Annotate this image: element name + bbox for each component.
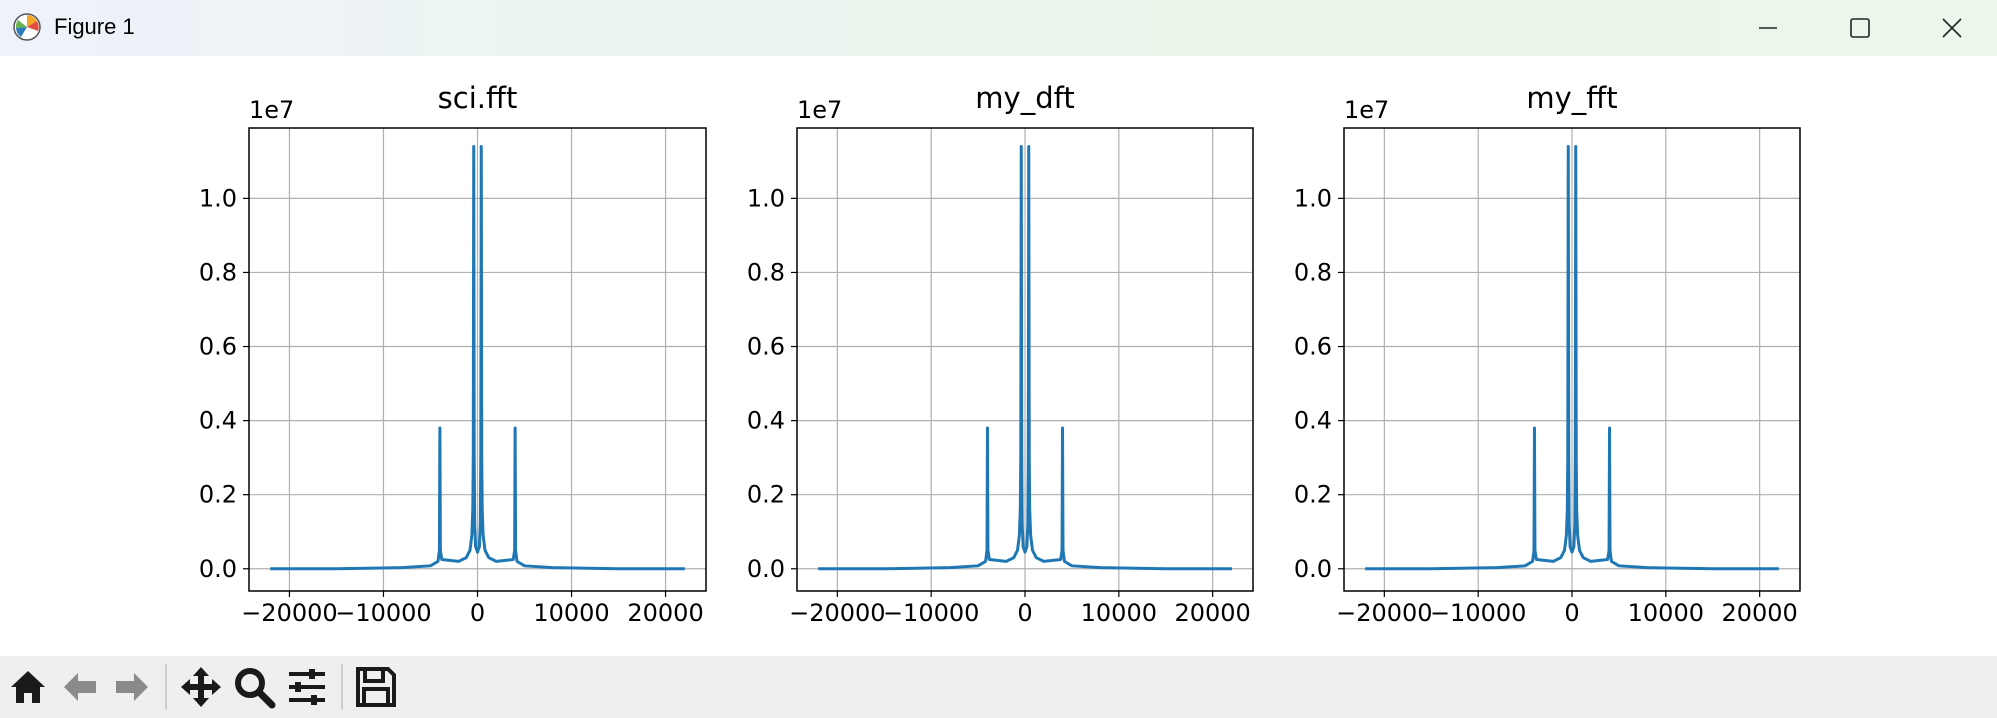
- axes-frame: [1343, 127, 1801, 592]
- pan-icon: [181, 667, 221, 707]
- y-tick-label: 1.0: [199, 184, 237, 212]
- y-tick-label: 0.8: [747, 258, 785, 286]
- x-tick-label: −10000: [1430, 599, 1526, 627]
- forward-arrow-icon: [116, 673, 148, 701]
- spectrum-line: [270, 145, 685, 571]
- subplot-title: my_dft: [975, 81, 1074, 115]
- y-tick-label: 0.0: [199, 555, 237, 583]
- spectrum-line: [818, 145, 1232, 571]
- y-tick-label: 0.8: [199, 258, 237, 286]
- x-tick-label: 20000: [627, 599, 703, 627]
- y-tick-label: 0.2: [747, 481, 785, 509]
- x-tick-label: −20000: [1336, 599, 1432, 627]
- y-tick-label: 0.8: [1294, 258, 1332, 286]
- configure-subplots-button[interactable]: [285, 664, 329, 710]
- x-tick-label: −20000: [241, 599, 337, 627]
- y-tick-label: 1.0: [747, 184, 785, 212]
- pan-button[interactable]: [179, 664, 223, 710]
- close-icon: [1942, 18, 1962, 38]
- plots-svg: −20000−10000 0 10000 200000.00.20.40.60.81.…: [199, 81, 1801, 627]
- x-tick-label: 0: [470, 599, 485, 627]
- minimize-icon: [1759, 27, 1777, 29]
- axes-frame: [248, 127, 707, 592]
- x-tick-label: −10000: [883, 599, 979, 627]
- axes-frame: [796, 127, 1254, 592]
- zoom-button[interactable]: [232, 664, 276, 710]
- y-tick-label: 0.6: [747, 333, 785, 361]
- x-tick-label: 10000: [533, 599, 609, 627]
- configure-subplots-icon: [289, 669, 325, 705]
- save-button[interactable]: [354, 664, 398, 710]
- toolbar-separator: [165, 664, 167, 710]
- maximize-icon: [1850, 18, 1870, 38]
- back-button[interactable]: [58, 664, 102, 710]
- y-tick-label: 0.0: [747, 555, 785, 583]
- zoom-icon: [235, 668, 276, 709]
- home-icon: [11, 671, 45, 703]
- y-tick-label: 0.2: [199, 481, 237, 509]
- close-button[interactable]: [1906, 0, 1997, 56]
- spectrum-line: [1365, 145, 1779, 571]
- x-tick-label: 20000: [1174, 599, 1250, 627]
- y-tick-label: 0.6: [1294, 333, 1332, 361]
- home-button[interactable]: [6, 664, 50, 710]
- y-offset-text: 1e7: [797, 96, 842, 124]
- x-tick-label: 10000: [1081, 599, 1157, 627]
- toolbar-separator: [341, 664, 343, 710]
- y-tick-label: 0.4: [199, 407, 237, 435]
- subplot-title: my_fft: [1526, 81, 1617, 115]
- navigation-toolbar: [0, 656, 1997, 718]
- title-bar: Figure 1: [0, 0, 1997, 56]
- y-tick-label: 0.6: [199, 333, 237, 361]
- x-tick-label: 10000: [1628, 599, 1704, 627]
- subplot-title: sci.fft: [438, 81, 518, 115]
- y-tick-label: 0.4: [747, 407, 785, 435]
- y-tick-label: 0.2: [1294, 481, 1332, 509]
- y-offset-text: 1e7: [1344, 96, 1389, 124]
- x-tick-label: −20000: [789, 599, 885, 627]
- x-tick-label: 0: [1017, 599, 1032, 627]
- minimize-button[interactable]: [1722, 0, 1814, 56]
- x-tick-label: 20000: [1721, 599, 1797, 627]
- y-offset-text: 1e7: [249, 96, 294, 124]
- matplotlib-logo-icon: [12, 12, 42, 42]
- y-tick-label: 0.4: [1294, 407, 1332, 435]
- x-tick-label: 0: [1564, 599, 1579, 627]
- y-tick-label: 0.0: [1294, 555, 1332, 583]
- x-tick-label: −10000: [335, 599, 431, 627]
- window-title: Figure 1: [54, 14, 135, 39]
- y-tick-label: 1.0: [1294, 184, 1332, 212]
- back-arrow-icon: [64, 673, 96, 701]
- maximize-button[interactable]: [1814, 0, 1906, 56]
- save-icon: [356, 667, 396, 707]
- figure-canvas[interactable]: −20000 −10000 0 10000 20000 0.0 0.2 0.4 0.6 0.8 1.…: [0, 56, 1997, 656]
- forward-button[interactable]: [110, 664, 154, 710]
